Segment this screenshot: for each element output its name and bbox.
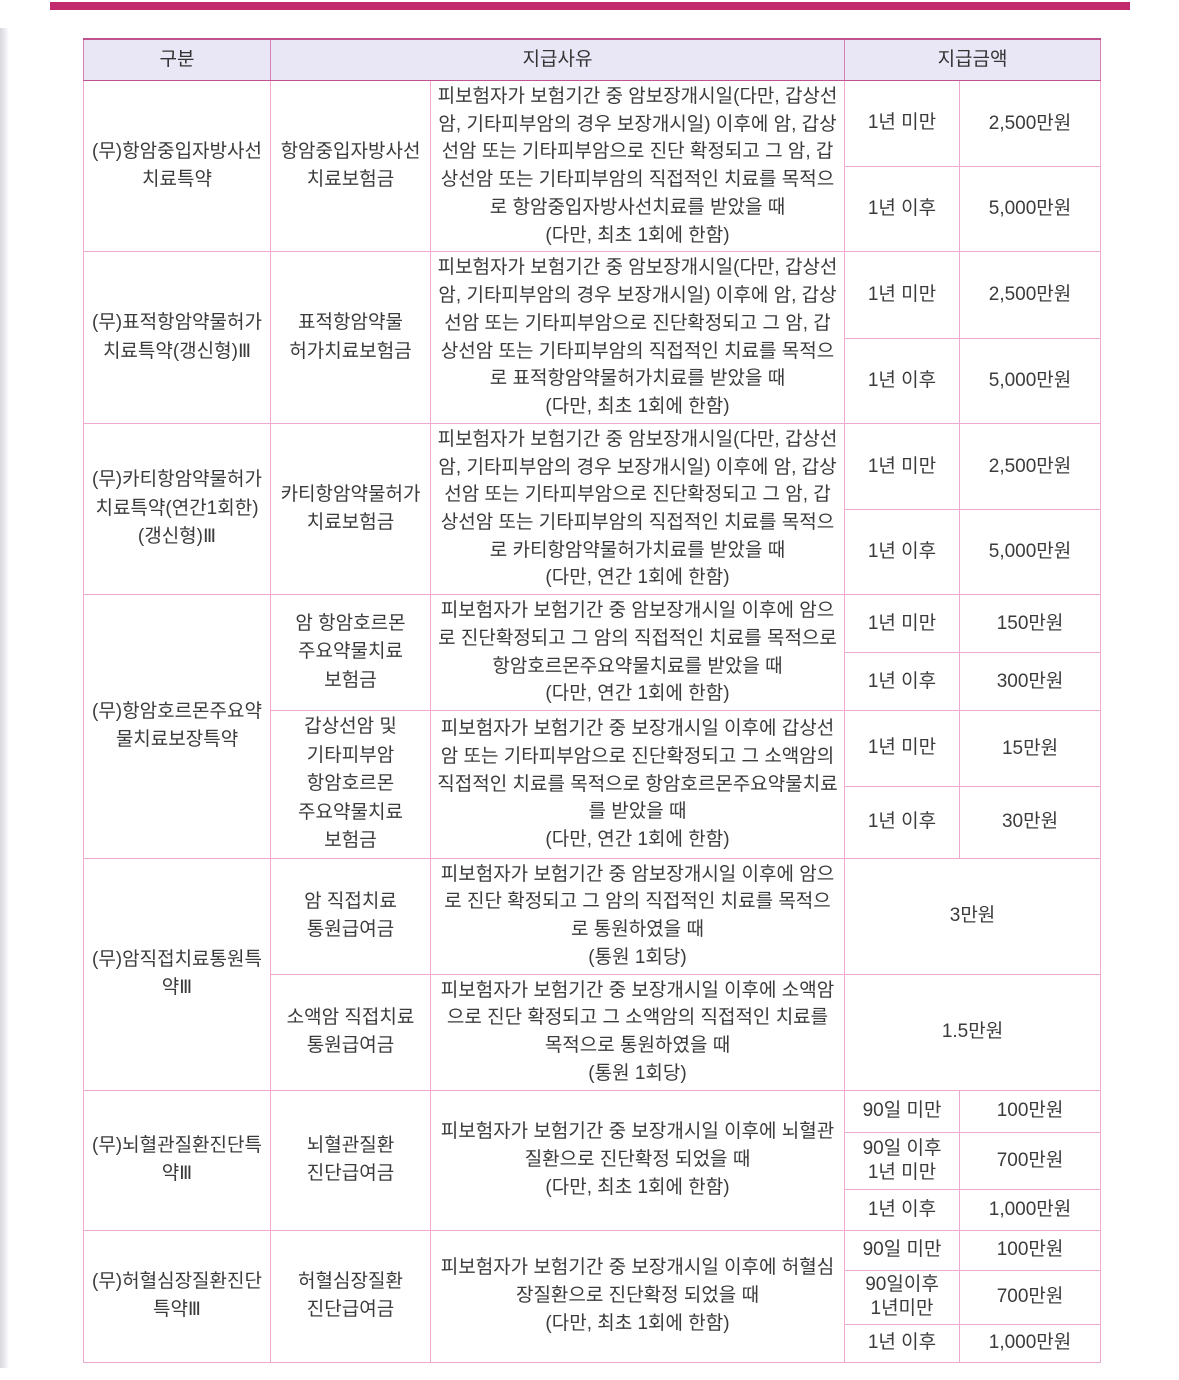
table-row: 1년 이후 5,000만원 bbox=[84, 165, 1102, 253]
table-row: (무)항암중입자방사선치료특약 항암중입자방사선 치료보험금 피보험자가 보험기… bbox=[83, 79, 1102, 253]
amount-cell: 1,000만원 bbox=[959, 1323, 1102, 1363]
amount-cell: 2,500만원 bbox=[959, 80, 1102, 167]
category-cell: (무)항암중입자방사선치료특약 bbox=[83, 79, 271, 253]
period-cell: 90일이후 1년미만 bbox=[844, 1269, 961, 1325]
category-cell: (무)표적항암약물허가치료특약(갱신형)Ⅲ bbox=[83, 251, 271, 424]
period-cell: 1년 미만 bbox=[844, 251, 961, 339]
category-cell: (무)뇌혈관질환진단특약Ⅲ bbox=[83, 1089, 271, 1231]
amount-cell: 3만원 bbox=[844, 857, 1102, 975]
header-amount: 지급금액 bbox=[844, 38, 1102, 81]
period-cell: 1년 이후 bbox=[844, 651, 961, 712]
benefit-name-cell: 소액암 직접치료 통원급여금 bbox=[270, 973, 431, 1091]
amount-cell: 300만원 bbox=[959, 651, 1102, 712]
header-category: 구분 bbox=[83, 38, 271, 81]
table-row: (무)허혈심장질환진단특약Ⅲ 허혈심장질환 진단급여금 피보험자가 보험기간 중… bbox=[83, 1229, 1102, 1363]
amount-cell: 2,500만원 bbox=[959, 422, 1102, 511]
amount-cell: 700만원 bbox=[959, 1269, 1102, 1325]
amount-cell: 150만원 bbox=[959, 594, 1102, 653]
amount-cell: 30만원 bbox=[959, 785, 1102, 859]
table-row: 1년 이후 1,000만원 bbox=[84, 1188, 1102, 1231]
period-cell: 1년 이후 bbox=[844, 785, 961, 859]
benefit-name-cell: 뇌혈관질환 진단급여금 bbox=[270, 1089, 431, 1231]
top-accent-bar bbox=[50, 2, 1130, 10]
benefit-name-cell: 항암중입자방사선 치료보험금 bbox=[270, 79, 431, 253]
table-row: (무)암직접치료통원특약Ⅲ 암 직접치료 통원급여금 피보험자가 보험기간 중 … bbox=[83, 857, 1102, 1091]
table-row: 소액암 직접치료 통원급여금 피보험자가 보험기간 중 보장개시일 이후에 소액… bbox=[84, 973, 1102, 1091]
amount-cell: 100만원 bbox=[959, 1089, 1102, 1133]
table-row: 90일이후 1년미만 700만원 bbox=[84, 1269, 1102, 1325]
period-cell: 1년 이후 bbox=[844, 1188, 961, 1231]
category-cell: (무)항암호르몬주요약물치료보장특약 bbox=[83, 594, 271, 859]
header-reason: 지급사유 bbox=[269, 38, 846, 81]
scanned-page-edge bbox=[0, 28, 9, 1368]
table-header-row: 구분 지급사유 지급금액 bbox=[83, 38, 1102, 81]
benefit-name-cell: 표적항암약물 허가치료보험금 bbox=[270, 251, 431, 424]
table-row: (무)카티항암약물허가치료특약(연간1회한)(갱신형)Ⅲ 카티항암약물허가 치료… bbox=[83, 422, 1102, 596]
table-row: 1년 이후 30만원 bbox=[84, 785, 1102, 859]
period-cell: 90일 미만 bbox=[844, 1089, 961, 1133]
amount-cell: 1,000만원 bbox=[959, 1188, 1102, 1231]
period-cell: 1년 미만 bbox=[844, 422, 961, 511]
period-cell: 90일 미만 bbox=[844, 1229, 961, 1271]
benefit-name-cell: 허혈심장질환 진단급여금 bbox=[270, 1229, 431, 1363]
period-cell: 1년 미만 bbox=[844, 80, 961, 167]
amount-cell: 1.5만원 bbox=[844, 973, 1102, 1091]
table-row: 1년 이후 300만원 bbox=[84, 651, 1102, 712]
table-row: 갑상선암 및 기타피부암 항암호르몬 주요약물치료 보험금 피보험자가 보험기간… bbox=[84, 710, 1102, 859]
benefit-name-cell: 암 직접치료 통원급여금 bbox=[270, 857, 431, 975]
reason-cell: 피보험자가 보험기간 중 암보장개시일(다만, 갑상선암, 기타피부암의 경우 … bbox=[429, 422, 846, 596]
amount-cell: 700만원 bbox=[959, 1131, 1102, 1190]
amount-cell: 100만원 bbox=[959, 1229, 1102, 1271]
table-row: (무)표적항암약물허가치료특약(갱신형)Ⅲ 표적항암약물 허가치료보험금 피보험… bbox=[83, 251, 1102, 424]
table-row: 1년 이후 5,000만원 bbox=[84, 509, 1102, 596]
amount-cell: 2,500만원 bbox=[959, 251, 1102, 339]
table-row: 1년 이후 1,000만원 bbox=[84, 1323, 1102, 1363]
category-cell: (무)암직접치료통원특약Ⅲ bbox=[83, 857, 271, 1091]
table-row: 90일 이후 1년 미만 700만원 bbox=[84, 1131, 1102, 1190]
period-cell: 1년 이후 bbox=[844, 165, 961, 253]
reason-cell: 피보험자가 보험기간 중 보장개시일 이후에 허혈심장질환으로 진단확정 되었을… bbox=[429, 1229, 846, 1363]
amount-cell: 15만원 bbox=[959, 710, 1102, 787]
reason-cell: 피보험자가 보험기간 중 암보장개시일 이후에 암으로 진단 확정되고 그 암의… bbox=[429, 857, 846, 975]
period-cell: 1년 미만 bbox=[844, 594, 961, 653]
table-row: (무)항암호르몬주요약물치료보장특약 암 항암호르몬 주요약물치료 보험금 피보… bbox=[83, 594, 1102, 859]
benefit-name-cell: 카티항암약물허가 치료보험금 bbox=[270, 422, 431, 596]
reason-cell: 피보험자가 보험기간 중 보장개시일 이후에 뇌혈관질환으로 진단확정 되었을 … bbox=[429, 1089, 846, 1231]
table-row: 1년 이후 5,000만원 bbox=[84, 337, 1102, 424]
table-row: (무)뇌혈관질환진단특약Ⅲ 뇌혈관질환 진단급여금 피보험자가 보험기간 중 보… bbox=[83, 1089, 1102, 1231]
reason-cell: 피보험자가 보험기간 중 암보장개시일(다만, 갑상선암, 기타피부암의 경우 … bbox=[429, 79, 846, 253]
reason-cell: 피보험자가 보험기간 중 보장개시일 이후에 소액암으로 진단 확정되고 그 소… bbox=[429, 973, 846, 1091]
period-cell: 1년 이후 bbox=[844, 1323, 961, 1363]
period-cell: 1년 이후 bbox=[844, 337, 961, 424]
category-cell: (무)카티항암약물허가치료특약(연간1회한)(갱신형)Ⅲ bbox=[83, 422, 271, 596]
period-cell: 1년 이후 bbox=[844, 509, 961, 596]
amount-cell: 5,000만원 bbox=[959, 337, 1102, 424]
category-cell: (무)허혈심장질환진단특약Ⅲ bbox=[83, 1229, 271, 1363]
period-cell: 1년 미만 bbox=[844, 710, 961, 787]
amount-cell: 5,000만원 bbox=[959, 165, 1102, 253]
reason-cell: 피보험자가 보험기간 중 보장개시일 이후에 갑상선암 또는 기타피부암으로 진… bbox=[429, 710, 846, 859]
reason-cell: 피보험자가 보험기간 중 암보장개시일(다만, 갑상선암, 기타피부암의 경우 … bbox=[429, 251, 846, 424]
reason-cell: 피보험자가 보험기간 중 암보장개시일 이후에 암으로 진단확정되고 그 암의 … bbox=[429, 594, 846, 712]
benefit-name-cell: 갑상선암 및 기타피부암 항암호르몬 주요약물치료 보험금 bbox=[270, 710, 431, 859]
benefit-name-cell: 암 항암호르몬 주요약물치료 보험금 bbox=[270, 594, 431, 712]
period-cell: 90일 이후 1년 미만 bbox=[844, 1131, 961, 1190]
amount-cell: 5,000만원 bbox=[959, 509, 1102, 596]
benefits-table: 구분 지급사유 지급금액 (무)항암중입자방사선치료특약 항암중입자방사선 치료… bbox=[83, 38, 1102, 1363]
